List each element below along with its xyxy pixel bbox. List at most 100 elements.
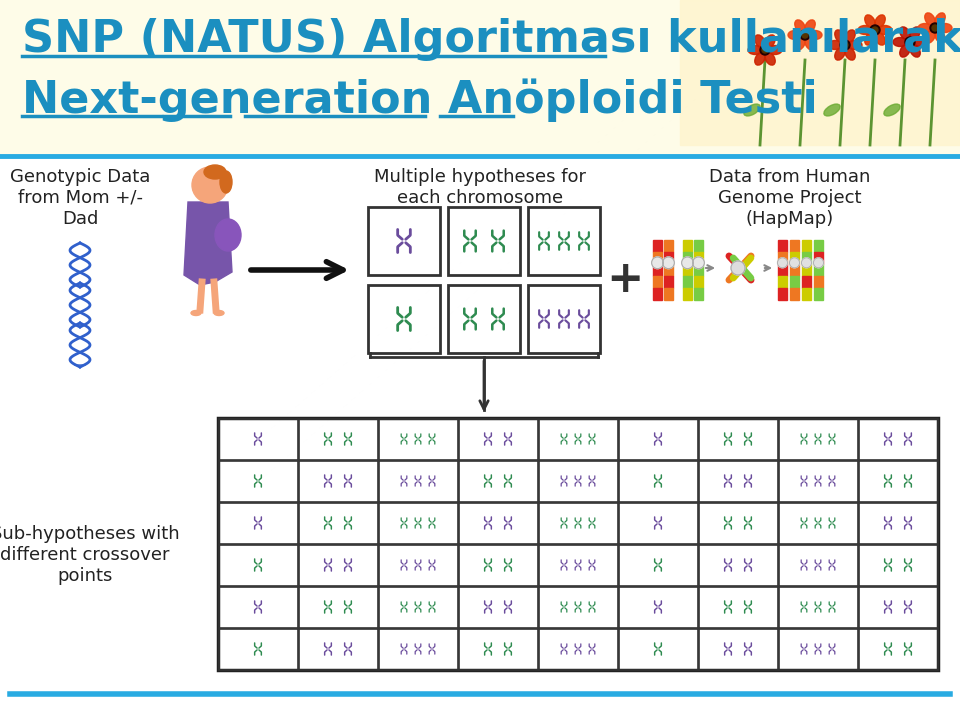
Bar — [664, 252, 673, 264]
Bar — [779, 419, 857, 460]
Bar — [219, 419, 298, 460]
Bar — [459, 419, 538, 460]
Circle shape — [693, 257, 705, 269]
Bar — [448, 207, 520, 275]
Bar — [459, 544, 538, 585]
Circle shape — [905, 37, 915, 47]
Ellipse shape — [755, 52, 765, 65]
Ellipse shape — [795, 20, 805, 33]
Circle shape — [800, 30, 810, 40]
Bar — [802, 240, 811, 252]
Bar — [539, 587, 617, 628]
Ellipse shape — [935, 30, 946, 43]
Text: Next-generation Anöploidi Testi: Next-generation Anöploidi Testi — [22, 78, 818, 122]
Bar — [699, 587, 778, 628]
Circle shape — [802, 32, 808, 38]
Text: Data from Human
Genome Project
(HapMap): Data from Human Genome Project (HapMap) — [709, 168, 871, 228]
Ellipse shape — [795, 37, 805, 50]
Polygon shape — [184, 202, 232, 285]
Text: SNP (NATUS) Algoritması kullanılarak: SNP (NATUS) Algoritması kullanılarak — [22, 18, 960, 61]
Ellipse shape — [865, 15, 876, 28]
Bar — [653, 276, 662, 288]
Text: Multiple hypotheses for
each chromosome: Multiple hypotheses for each chromosome — [374, 168, 586, 207]
Circle shape — [813, 258, 824, 268]
Bar — [618, 503, 698, 544]
Bar — [858, 460, 938, 501]
Bar — [299, 460, 377, 501]
Bar — [0, 0, 960, 155]
Bar — [778, 252, 787, 264]
Ellipse shape — [935, 13, 946, 26]
Bar — [539, 629, 617, 670]
Bar — [858, 419, 938, 460]
Bar — [790, 264, 799, 276]
Bar — [368, 207, 440, 275]
Bar — [699, 419, 778, 460]
Circle shape — [872, 27, 878, 33]
Ellipse shape — [220, 171, 232, 193]
Bar — [459, 503, 538, 544]
Bar — [528, 207, 600, 275]
Bar — [779, 587, 857, 628]
Ellipse shape — [910, 45, 921, 57]
Bar — [653, 240, 662, 252]
Bar — [378, 544, 458, 585]
Circle shape — [192, 167, 228, 203]
Bar — [539, 419, 617, 460]
Bar — [779, 460, 857, 501]
Bar — [218, 418, 938, 670]
Ellipse shape — [804, 20, 815, 33]
Bar — [699, 544, 778, 585]
Ellipse shape — [215, 219, 241, 251]
Ellipse shape — [748, 45, 762, 54]
Ellipse shape — [878, 25, 892, 35]
Bar — [694, 240, 703, 252]
Ellipse shape — [765, 35, 776, 48]
Bar — [694, 252, 703, 264]
Bar — [378, 587, 458, 628]
Bar — [814, 288, 823, 300]
Bar — [779, 544, 857, 585]
Bar — [378, 419, 458, 460]
Bar — [653, 252, 662, 264]
Circle shape — [652, 257, 663, 269]
Bar — [653, 288, 662, 300]
Bar — [779, 629, 857, 670]
Bar — [219, 629, 298, 670]
Bar — [299, 587, 377, 628]
Ellipse shape — [835, 30, 845, 43]
Ellipse shape — [900, 27, 910, 40]
Ellipse shape — [865, 33, 876, 45]
Circle shape — [840, 40, 850, 50]
Ellipse shape — [804, 37, 815, 50]
Bar — [694, 288, 703, 300]
Bar — [790, 288, 799, 300]
Ellipse shape — [938, 23, 952, 33]
Bar — [539, 544, 617, 585]
Bar — [618, 460, 698, 501]
Bar — [683, 288, 692, 300]
Circle shape — [762, 47, 768, 53]
Circle shape — [760, 45, 770, 55]
Bar — [664, 264, 673, 276]
Bar — [653, 264, 662, 276]
Circle shape — [682, 257, 693, 269]
Bar — [802, 252, 811, 264]
Bar — [219, 544, 298, 585]
Bar — [539, 503, 617, 544]
Circle shape — [802, 258, 811, 268]
Bar — [683, 276, 692, 288]
Bar — [694, 264, 703, 276]
Ellipse shape — [893, 37, 907, 47]
Bar — [683, 240, 692, 252]
Ellipse shape — [191, 310, 201, 315]
Bar — [618, 587, 698, 628]
Bar — [699, 629, 778, 670]
Bar — [378, 460, 458, 501]
Ellipse shape — [845, 30, 855, 43]
Text: Genotypic Data
from Mom +/-
Dad: Genotypic Data from Mom +/- Dad — [10, 168, 150, 228]
Bar — [802, 276, 811, 288]
Text: +: + — [607, 259, 644, 301]
Bar — [790, 276, 799, 288]
Ellipse shape — [884, 104, 900, 116]
